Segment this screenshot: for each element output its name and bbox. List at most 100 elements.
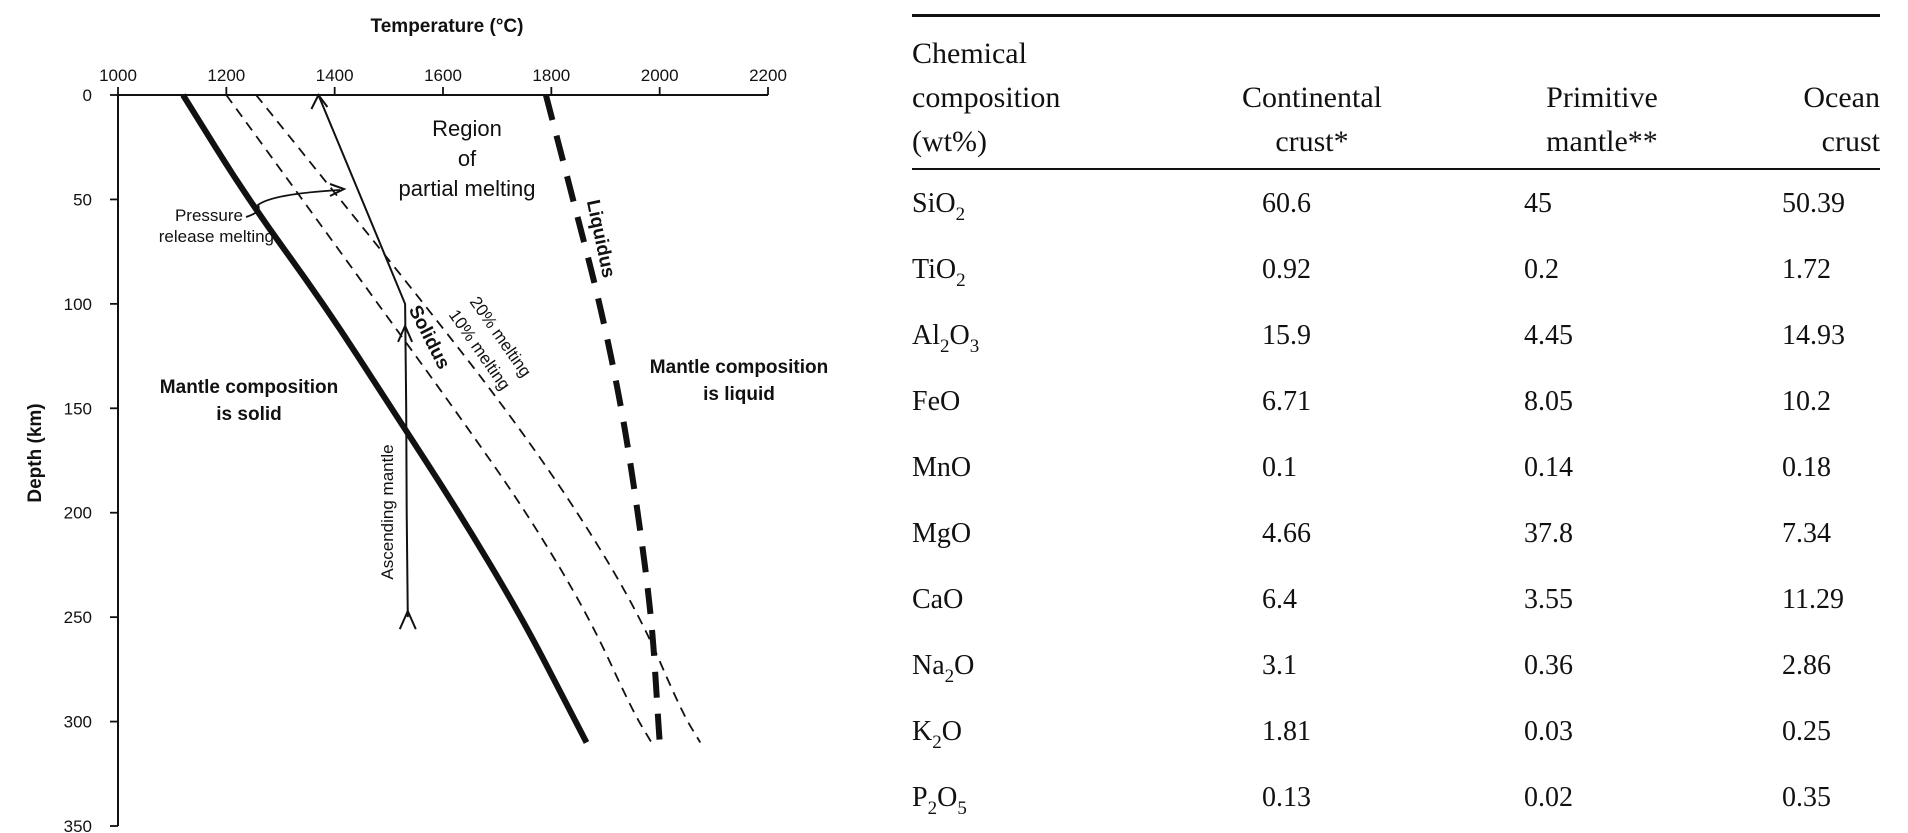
oxide-name: MnO — [912, 452, 972, 483]
y-tick-label: 250 — [64, 608, 92, 627]
series-ascending-mantle — [317, 94, 409, 618]
y-tick-label: 200 — [64, 504, 92, 523]
y-tick-label: 300 — [64, 713, 92, 732]
table-row: TiO2 0.92 0.2 1.72 — [912, 238, 1880, 304]
series-20-melting — [255, 94, 702, 743]
annotation-release-melting: release melting — [159, 227, 274, 246]
continental-crust-value: 6.4 — [1262, 584, 1297, 615]
primitive-mantle-value: 3.55 — [1524, 584, 1573, 615]
ocean-crust-value: 7.34 — [1782, 518, 1831, 549]
x-tick-label: 1000 — [99, 66, 137, 85]
ocean-crust-value: 14.93 — [1782, 320, 1845, 351]
table-row: K2O 1.81 0.03 0.25 — [912, 700, 1880, 766]
composition-table: Chemical composition (wt%) Continental c… — [912, 0, 1880, 833]
annotation-solidus: Solidus — [404, 302, 454, 373]
ocean-crust-value: 0.25 — [1782, 716, 1831, 747]
table-row: SiO2 60.6 45 50.39 — [912, 172, 1880, 238]
header-primitive-mantle: Primitive mantle** — [1546, 81, 1658, 158]
oxide-name: Al2O3 — [912, 320, 980, 357]
oxide-name: TiO2 — [912, 254, 966, 291]
continental-crust-value: 0.13 — [1262, 782, 1311, 813]
oxide-name: P2O5 — [912, 782, 967, 819]
continental-crust-value: 60.6 — [1262, 188, 1311, 219]
annotation-liquidus: Liquidus — [582, 198, 619, 280]
primitive-mantle-value: 0.36 — [1524, 650, 1573, 681]
series-solidus — [180, 93, 590, 744]
primitive-mantle-value: 45 — [1524, 188, 1552, 219]
continental-crust-value: 4.66 — [1262, 518, 1311, 549]
primitive-mantle-value: 4.45 — [1524, 320, 1573, 351]
primitive-mantle-value: 0.14 — [1524, 452, 1573, 483]
x-tick-label: 1400 — [316, 66, 354, 85]
x-tick-label: 2200 — [749, 66, 787, 85]
x-axis-title: Temperature (°C) — [371, 16, 524, 37]
oxide-name: SiO2 — [912, 188, 966, 225]
axes: 1000 1200 1400 1600 1800 2000 2200 0 50 100 150 200… — [64, 66, 787, 833]
oxide-name: K2O — [912, 716, 962, 753]
annotation-of: of — [458, 146, 477, 171]
x-tick-label: 1200 — [207, 66, 245, 85]
y-axis-title: Depth (km) — [25, 403, 46, 502]
oxide-name: CaO — [912, 584, 964, 615]
annotation-solid-2: is solid — [216, 404, 281, 425]
phase-diagram-chart: Temperature (°C) Depth (km) 1000 1200 1400… — [25, 16, 828, 833]
pressure-release-arrowhead — [329, 183, 347, 197]
series-layer — [180, 93, 702, 744]
y-tick-label: 100 — [64, 295, 92, 314]
annotation-ascending-mantle: Ascending mantle — [378, 444, 397, 579]
continental-crust-value: 15.9 — [1262, 320, 1311, 351]
table-row: CaO 6.4 3.55 11.29 — [912, 568, 1880, 634]
ascending-mantle-arrowhead-mid — [397, 323, 413, 343]
table-row: MgO 4.66 37.8 7.34 — [912, 502, 1880, 568]
y-tick-label: 350 — [64, 817, 92, 833]
table-header-rule — [912, 168, 1880, 170]
table-body: SiO2 60.6 45 50.39 TiO2 0.92 0.2 1.72 Al2O3 15.9 4… — [912, 172, 1880, 832]
ocean-crust-value: 50.39 — [1782, 188, 1845, 219]
oxide-name: MgO — [912, 518, 972, 549]
x-tick-label: 2000 — [641, 66, 679, 85]
table-row: Na2O 3.1 0.36 2.86 — [912, 634, 1880, 700]
annotation-solid-1: Mantle composition — [160, 377, 338, 398]
y-tick-label: 50 — [73, 190, 92, 209]
oxide-name: FeO — [912, 386, 961, 417]
continental-crust-value: 0.1 — [1262, 452, 1297, 483]
x-tick-label: 1600 — [424, 66, 462, 85]
pressure-release-pointer — [245, 189, 341, 218]
annotation-liquid-1: Mantle composition — [650, 357, 828, 378]
table-row: MnO 0.1 0.14 0.18 — [912, 436, 1880, 502]
x-tick-label: 1800 — [532, 66, 570, 85]
y-tick-label: 150 — [64, 399, 92, 418]
ocean-crust-value: 10.2 — [1782, 386, 1831, 417]
ascending-mantle-arrowhead-bottom — [398, 608, 417, 630]
header-ocean-crust: Ocean crust — [1803, 81, 1880, 158]
primitive-mantle-value: 8.05 — [1524, 386, 1573, 417]
ocean-crust-value: 0.18 — [1782, 452, 1831, 483]
continental-crust-value: 3.1 — [1262, 650, 1297, 681]
ascending-mantle-arrowhead-top — [310, 93, 329, 110]
series-liquidus — [542, 94, 663, 743]
ocean-crust-value: 0.35 — [1782, 782, 1831, 813]
annotation-liquid-2: is liquid — [703, 384, 775, 405]
continental-crust-value: 6.71 — [1262, 386, 1311, 417]
primitive-mantle-value: 37.8 — [1524, 518, 1573, 549]
header-chemical-composition: Chemical composition (wt%) — [912, 37, 1061, 158]
continental-crust-value: 1.81 — [1262, 716, 1311, 747]
oxide-name: Na2O — [912, 650, 975, 687]
annotation-partial-melting: partial melting — [399, 176, 536, 201]
ocean-crust-value: 1.72 — [1782, 254, 1831, 285]
header-continental-crust: Continental crust* — [1242, 81, 1382, 158]
continental-crust-value: 0.92 — [1262, 254, 1311, 285]
table-row: Al2O3 15.9 4.45 14.93 — [912, 304, 1880, 370]
ocean-crust-value: 2.86 — [1782, 650, 1831, 681]
primitive-mantle-value: 0.03 — [1524, 716, 1573, 747]
table-row: FeO 6.71 8.05 10.2 — [912, 370, 1880, 436]
annotation-region: Region — [432, 116, 502, 141]
primitive-mantle-value: 0.02 — [1524, 782, 1573, 813]
table-top-rule — [912, 14, 1880, 17]
series-10-melting — [225, 94, 653, 743]
primitive-mantle-value: 0.2 — [1524, 254, 1559, 285]
table-row: P2O5 0.13 0.02 0.35 — [912, 766, 1880, 832]
y-tick-label: 0 — [83, 86, 92, 105]
ocean-crust-value: 11.29 — [1782, 584, 1844, 615]
annotation-pressure: Pressure — [175, 206, 243, 225]
